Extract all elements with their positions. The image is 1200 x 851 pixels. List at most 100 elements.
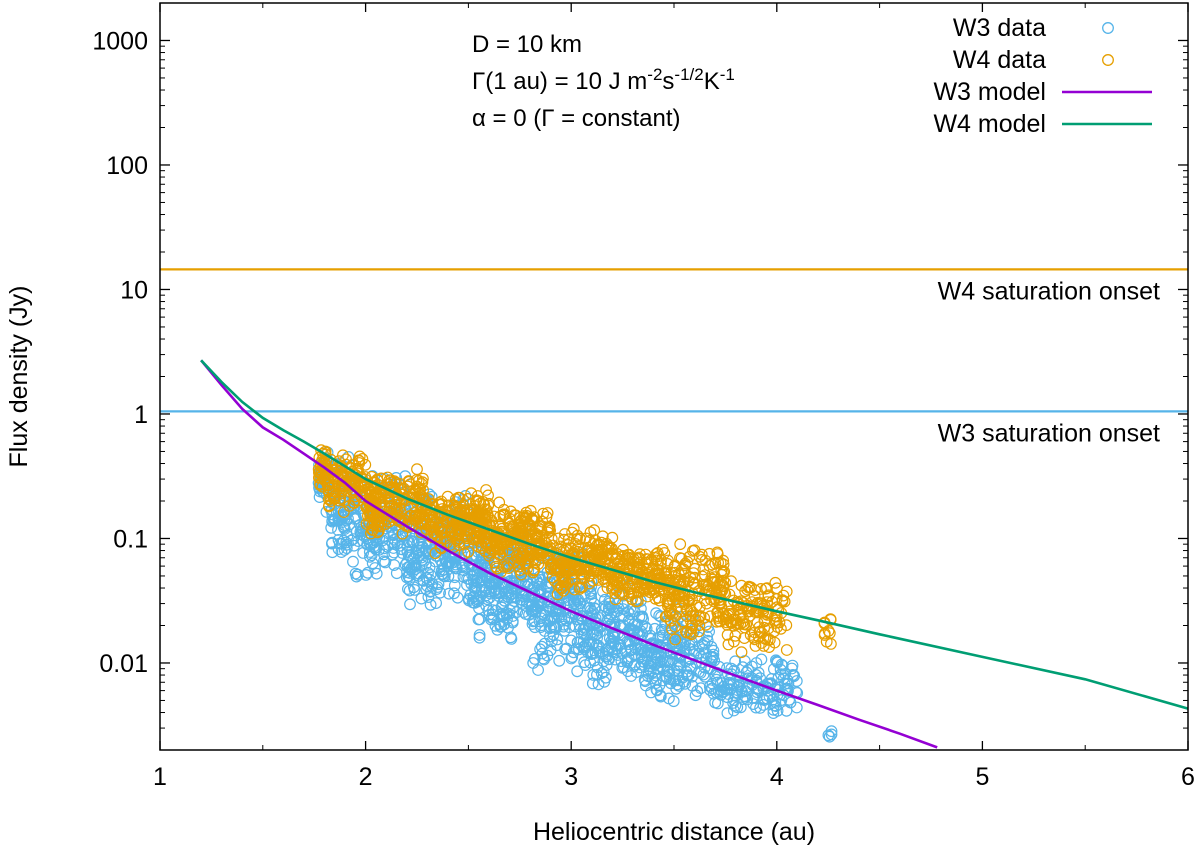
data-point	[719, 610, 732, 623]
data-point	[679, 557, 692, 570]
data-point	[383, 502, 396, 515]
data-point	[408, 584, 421, 596]
data-point	[728, 704, 740, 717]
annotation-line: D = 10 km	[472, 31, 582, 58]
data-point	[672, 665, 685, 678]
data-point	[525, 605, 538, 618]
data-point	[472, 546, 484, 558]
annotation-line: Γ(1 au) = 10 J m-2s-1/2K-1	[472, 65, 735, 96]
data-point	[501, 560, 513, 573]
data-point	[786, 659, 799, 672]
data-point	[639, 556, 652, 569]
data-point	[543, 520, 556, 533]
data-point	[338, 544, 351, 556]
legend-entry: W3 data	[953, 14, 1114, 42]
data-point	[436, 503, 449, 515]
scatter-points	[312, 444, 838, 743]
data-point	[729, 699, 742, 712]
data-point	[716, 584, 729, 597]
data-point	[634, 548, 646, 561]
data-point	[412, 567, 425, 580]
data-point	[667, 695, 680, 708]
data-point	[654, 660, 667, 672]
data-point	[655, 610, 667, 623]
data-point	[388, 533, 401, 546]
data-point	[633, 586, 645, 598]
data-point	[527, 604, 539, 616]
data-point	[562, 612, 575, 625]
data-point	[453, 527, 465, 540]
data-point	[680, 610, 693, 622]
data-point	[538, 653, 550, 666]
data-point	[585, 554, 598, 566]
data-point	[462, 545, 475, 558]
data-point	[337, 449, 349, 462]
data-point	[520, 506, 533, 519]
data-point	[592, 538, 604, 550]
data-point	[364, 550, 376, 563]
data-point	[340, 542, 353, 555]
legend-entry: W3 model	[933, 78, 1152, 106]
data-point	[645, 638, 657, 651]
data-point	[586, 639, 598, 651]
data-point	[688, 645, 701, 658]
data-point	[448, 587, 460, 600]
data-point	[646, 672, 659, 685]
data-point	[673, 680, 685, 692]
data-point	[730, 618, 742, 631]
data-point	[769, 576, 782, 589]
data-point	[347, 496, 360, 509]
data-point	[467, 508, 479, 521]
data-point	[502, 544, 514, 556]
data-point	[426, 544, 438, 556]
data-point	[403, 475, 415, 488]
data-point	[780, 619, 793, 632]
data-point	[350, 525, 363, 538]
data-point	[487, 532, 500, 545]
data-point	[605, 635, 618, 648]
data-point	[673, 674, 685, 687]
data-point	[373, 525, 385, 537]
data-point	[660, 670, 673, 683]
data-point	[631, 581, 644, 594]
data-point	[750, 701, 762, 714]
w4-model-line	[200, 359, 1189, 710]
data-point	[654, 690, 667, 703]
data-point	[550, 622, 563, 634]
data-point	[639, 675, 652, 688]
data-point	[431, 511, 443, 524]
data-point	[770, 654, 782, 667]
data-point	[669, 620, 681, 633]
data-point	[442, 559, 454, 572]
x-axis-label: Heliocentric distance (au)	[533, 818, 815, 846]
data-point	[639, 621, 652, 633]
data-point	[696, 639, 709, 651]
data-point	[370, 513, 383, 526]
data-point	[587, 574, 599, 587]
data-point	[545, 611, 558, 624]
data-point	[429, 547, 442, 560]
data-point	[537, 507, 550, 520]
data-point	[430, 597, 443, 609]
data-point	[663, 605, 676, 618]
y-tick-label: 10	[120, 276, 148, 304]
data-point	[722, 638, 735, 651]
y-tick-label: 0.1	[113, 525, 148, 553]
data-point	[573, 597, 586, 610]
data-point	[403, 584, 416, 597]
x-tick-labels: 1 2 3 4 5 6	[153, 763, 1195, 791]
saturation-label: W4 saturation onset	[938, 277, 1160, 305]
data-point	[493, 496, 506, 509]
w3-model-line	[200, 359, 938, 749]
data-point	[508, 595, 520, 607]
data-point	[573, 583, 586, 595]
legend-label: W4 data	[953, 46, 1046, 74]
data-point	[616, 609, 628, 622]
data-point	[643, 644, 656, 657]
data-point	[420, 583, 433, 596]
data-point	[357, 547, 370, 559]
data-point	[480, 484, 493, 496]
data-point	[761, 596, 773, 608]
data-point	[480, 599, 493, 612]
data-point	[649, 658, 661, 671]
